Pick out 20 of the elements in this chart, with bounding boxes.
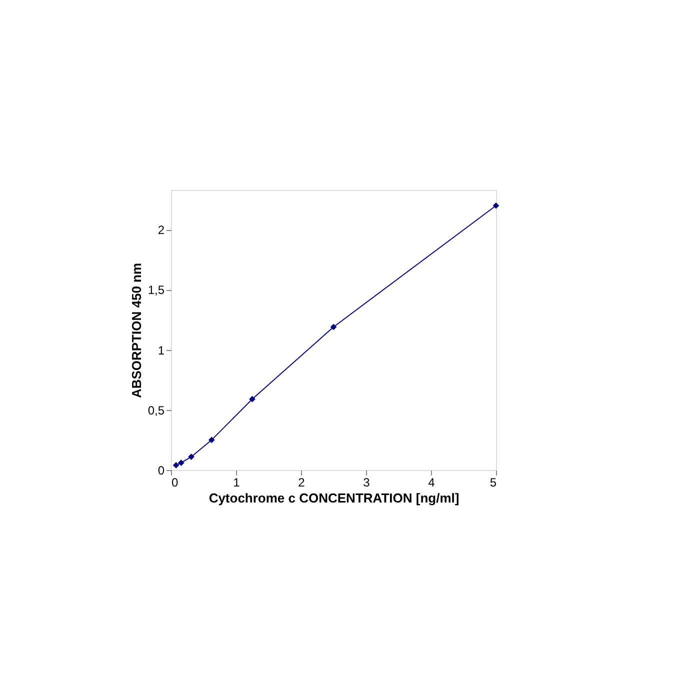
y-tick-label: 2 <box>158 223 165 238</box>
y-axis-title: ABSORPTION 450 nm <box>128 262 144 398</box>
point <box>330 324 337 330</box>
y-tick-label: 0 <box>158 464 165 478</box>
x-tick-label: 4 <box>428 476 436 490</box>
x-tick-label: 2 <box>298 476 306 490</box>
x-axis-title: Cytochrome c CONCENTRATION [ng/ml] <box>208 490 460 506</box>
y-tick-label: 1 <box>158 343 165 358</box>
point <box>178 460 184 466</box>
x-tick-label: 3 <box>363 476 370 490</box>
y-tick-label: 0,5 <box>148 403 165 418</box>
x-tick-label: 5 <box>490 476 497 490</box>
x-tick-label: 0 <box>172 476 178 490</box>
point <box>172 462 180 468</box>
point <box>249 396 256 402</box>
point <box>188 454 194 460</box>
point <box>492 202 500 209</box>
y-tick-label: 1,5 <box>148 283 165 298</box>
point <box>208 436 215 444</box>
x-tick-label: 1 <box>233 476 240 490</box>
